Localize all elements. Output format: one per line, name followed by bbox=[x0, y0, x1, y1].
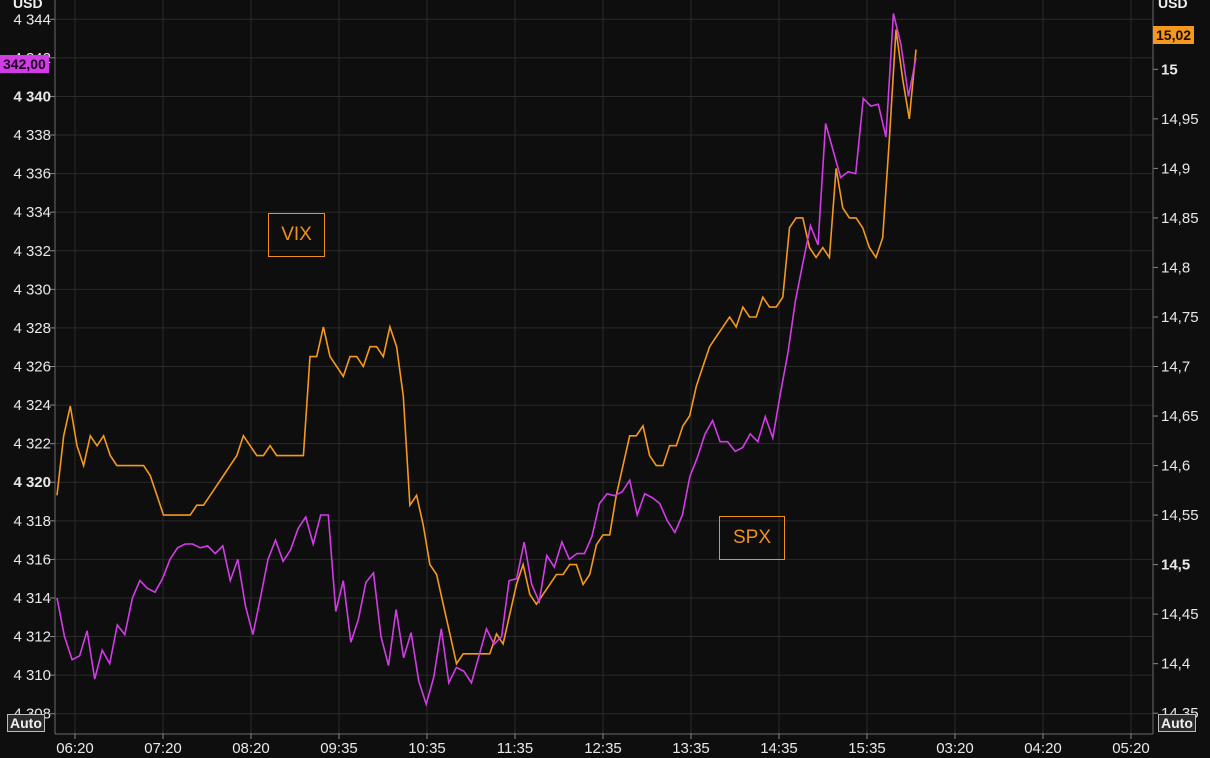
x-tick-label: 11:35 bbox=[497, 740, 533, 757]
x-tick-label: 07:20 bbox=[144, 740, 182, 757]
spx-series-line bbox=[56, 13, 917, 707]
left-tick-label: 4 320 bbox=[13, 474, 51, 491]
x-tick-label: 08:20 bbox=[232, 740, 270, 757]
left-axis-auto-button[interactable]: Auto bbox=[7, 714, 45, 732]
right-tick-label: 14,8 bbox=[1161, 259, 1190, 276]
right-y-axis: 14,3514,414,4514,514,5514,614,6514,714,7… bbox=[1153, 61, 1199, 722]
x-tick-label: 12:35 bbox=[584, 740, 622, 757]
x-tick-label: 09:35 bbox=[320, 740, 358, 757]
spx-annotation-label: SPX bbox=[719, 516, 785, 560]
x-tick-label: 04:20 bbox=[1024, 740, 1062, 757]
right-tick-label: 14,85 bbox=[1161, 210, 1199, 227]
left-tick-label: 4 338 bbox=[13, 127, 51, 144]
vix-last-price-tag: 15,02 bbox=[1153, 26, 1195, 44]
left-tick-label: 4 316 bbox=[13, 551, 51, 568]
left-tick-label: 4 330 bbox=[13, 281, 51, 298]
x-tick-label: 15:35 bbox=[848, 740, 886, 757]
right-tick-label: 14,4 bbox=[1161, 656, 1190, 673]
right-tick-label: 15 bbox=[1161, 61, 1178, 78]
grid-lines bbox=[55, 0, 1153, 733]
right-tick-label: 14,95 bbox=[1161, 111, 1199, 128]
left-tick-label: 4 332 bbox=[13, 243, 51, 260]
left-tick-label: 4 318 bbox=[13, 513, 51, 530]
right-tick-label: 14,5 bbox=[1161, 557, 1190, 574]
vix-series-line bbox=[56, 29, 917, 666]
left-tick-label: 4 324 bbox=[13, 397, 51, 414]
x-tick-label: 13:35 bbox=[672, 740, 710, 757]
right-tick-label: 14,7 bbox=[1161, 359, 1190, 376]
left-tick-label: 4 312 bbox=[13, 629, 51, 646]
left-unit-label: USD bbox=[13, 0, 43, 11]
left-tick-label: 4 326 bbox=[13, 359, 51, 376]
left-tick-label: 4 344 bbox=[13, 11, 51, 28]
right-unit-label: USD bbox=[1158, 0, 1188, 11]
left-tick-label: 4 328 bbox=[13, 320, 51, 337]
right-tick-label: 14,75 bbox=[1161, 309, 1199, 326]
x-tick-label: 10:35 bbox=[408, 740, 446, 757]
x-axis: 06:20 07:20 08:20 09:35 10:35 11:35 12:35 13:35… bbox=[56, 733, 1150, 757]
right-tick-label: 14,9 bbox=[1161, 160, 1190, 177]
right-tick-label: 14,6 bbox=[1161, 458, 1190, 475]
x-tick-label: 06:20 bbox=[56, 740, 94, 757]
right-axis-auto-button[interactable]: Auto bbox=[1158, 714, 1196, 732]
left-tick-label: 4 336 bbox=[13, 166, 51, 183]
right-tick-label: 14,55 bbox=[1161, 507, 1199, 524]
spx-last-price-tag: 342,00 bbox=[0, 55, 49, 73]
left-tick-label: 4 322 bbox=[13, 436, 51, 453]
right-tick-label: 14,65 bbox=[1161, 408, 1199, 425]
left-tick-label: 4 310 bbox=[13, 667, 51, 684]
x-tick-label: 05:20 bbox=[1112, 740, 1150, 757]
x-tick-label: 14:35 bbox=[760, 740, 798, 757]
left-tick-label: 4 334 bbox=[13, 204, 51, 221]
vix-annotation-label: VIX bbox=[268, 213, 325, 257]
x-tick-label: 03:20 bbox=[936, 740, 974, 757]
right-tick-label: 14,45 bbox=[1161, 606, 1199, 623]
left-tick-label: 4 314 bbox=[13, 590, 51, 607]
left-tick-label: 4 340 bbox=[13, 88, 51, 105]
